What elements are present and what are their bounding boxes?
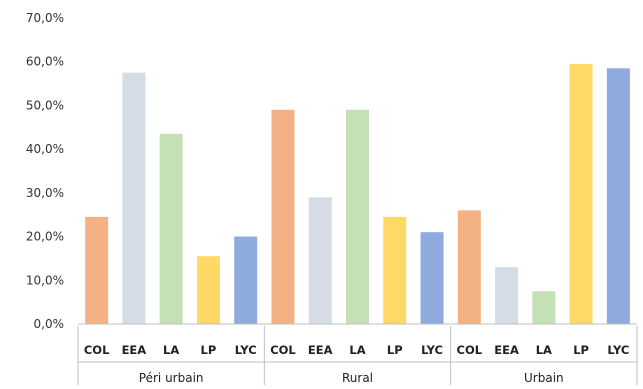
bar-péri-urbain-la xyxy=(159,133,183,324)
x-group-label: Péri urbain xyxy=(139,371,204,385)
bar-rural-lyc xyxy=(420,232,444,324)
x-category-label: COL xyxy=(457,343,483,357)
bar-péri-urbain-lyc xyxy=(234,236,258,324)
x-category-label: LA xyxy=(536,343,552,357)
y-tick-label: 10,0% xyxy=(26,273,64,287)
x-category-label: LP xyxy=(201,343,217,357)
bar-péri-urbain-col xyxy=(85,216,109,324)
bar-péri-urbain-lp xyxy=(196,256,220,324)
bar-rural-eea xyxy=(308,197,332,324)
x-category-label: EEA xyxy=(308,343,333,357)
x-category-label: COL xyxy=(84,343,110,357)
y-tick-label: 0,0% xyxy=(34,317,65,331)
y-tick-label: 30,0% xyxy=(26,186,64,200)
x-category-label: EEA xyxy=(122,343,147,357)
x-category-label: LYC xyxy=(421,343,443,357)
bar-urbain-eea xyxy=(495,267,519,324)
x-category-label: COL xyxy=(270,343,296,357)
bar-urbain-col xyxy=(457,210,481,324)
y-tick-label: 70,0% xyxy=(26,11,64,25)
bar-rural-lp xyxy=(383,216,407,324)
bar-péri-urbain-eea xyxy=(122,72,146,325)
y-tick-label: 20,0% xyxy=(26,230,64,244)
x-category-label: LA xyxy=(349,343,365,357)
x-category-label: LA xyxy=(163,343,179,357)
x-category-label: LP xyxy=(573,343,589,357)
y-tick-label: 60,0% xyxy=(26,55,64,69)
bars xyxy=(85,63,630,325)
x-group-label: Urbain xyxy=(524,371,564,385)
y-axis: 0,0% 10,0% 20,0% 30,0% 40,0% 50,0% 60,0% 70,0% xyxy=(26,11,64,331)
x-group-label: Rural xyxy=(342,371,373,385)
bar-urbain-la xyxy=(532,291,556,324)
x-category-label: LYC xyxy=(235,343,257,357)
x-category-label: LYC xyxy=(607,343,629,357)
bar-urbain-lyc xyxy=(606,68,630,325)
x-category-label: LP xyxy=(387,343,403,357)
x-category-label: EEA xyxy=(494,343,519,357)
bar-urbain-lp xyxy=(569,63,593,325)
y-tick-label: 40,0% xyxy=(26,142,64,156)
y-tick-label: 50,0% xyxy=(26,98,64,112)
x-axis: COL EEA LA LP LYC Péri urbain COL EEA LA LP LYC Rur… xyxy=(77,323,638,385)
bar-rural-la xyxy=(346,109,369,324)
bar-rural-col xyxy=(271,109,295,324)
